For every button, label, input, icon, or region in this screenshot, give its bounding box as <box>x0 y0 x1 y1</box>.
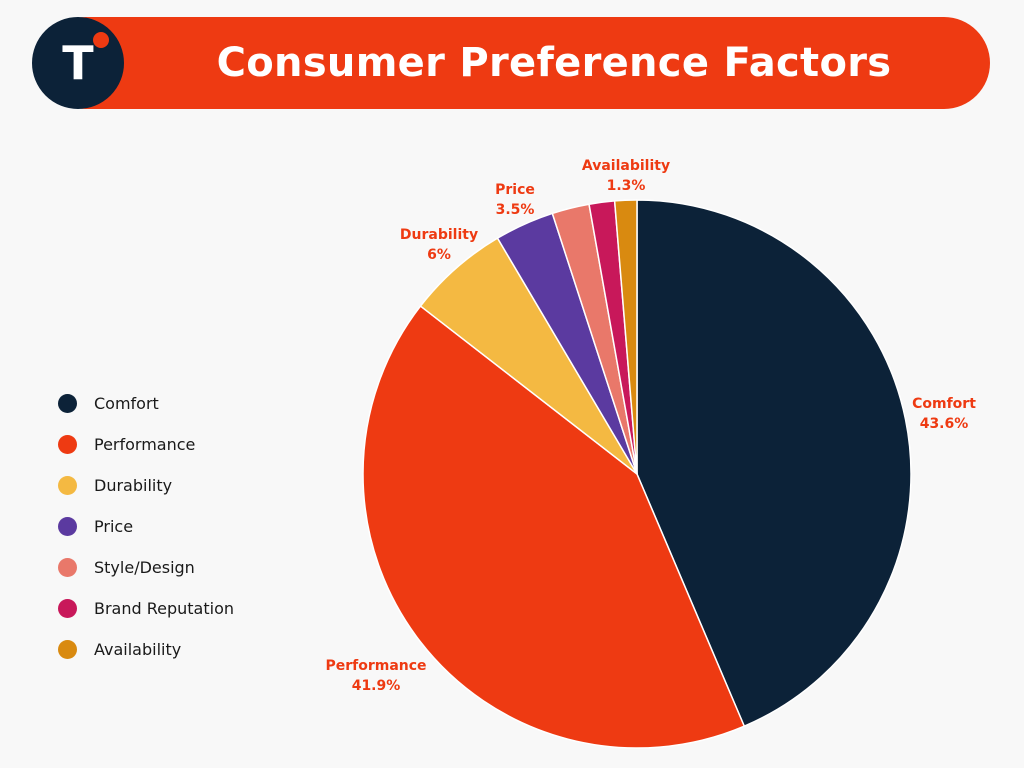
legend-label: Style/Design <box>94 558 195 577</box>
pie-slice-performance <box>362 305 745 749</box>
legend-swatch-icon <box>58 435 77 454</box>
legend-swatch-icon <box>58 640 77 659</box>
chart-legend: Comfort Performance Durability Price Sty… <box>58 383 298 670</box>
slice-label: Price <box>495 182 535 198</box>
title-banner: Consumer Preference Factors <box>40 17 990 109</box>
slice-label: Comfort <box>912 396 976 412</box>
legend-item: Style/Design <box>58 547 298 588</box>
legend-item: Comfort <box>58 383 298 424</box>
legend-swatch-icon <box>58 517 77 536</box>
slice-value-label: 41.9% <box>352 678 401 694</box>
slice-value-label: 43.6% <box>920 416 969 432</box>
legend-label: Comfort <box>94 394 159 413</box>
legend-item: Durability <box>58 465 298 506</box>
legend-swatch-icon <box>58 476 77 495</box>
legend-item: Availability <box>58 629 298 670</box>
legend-swatch-icon <box>58 558 77 577</box>
legend-label: Performance <box>94 435 196 454</box>
legend-label: Availability <box>94 640 182 659</box>
slice-value-label: 1.3% <box>607 178 646 194</box>
pie-slice-availability <box>613 199 638 475</box>
slice-label: Durability <box>400 227 478 243</box>
slice-value-label: 6% <box>427 247 451 263</box>
logo-letter: T <box>62 36 94 90</box>
slice-label: Availability <box>582 158 670 174</box>
legend-item: Price <box>58 506 298 547</box>
legend-swatch-icon <box>58 599 77 618</box>
legend-item: Brand Reputation <box>58 588 298 629</box>
chart-title: Consumer Preference Factors <box>216 40 892 86</box>
legend-item: Performance <box>58 424 298 465</box>
logo-badge: T <box>32 17 124 109</box>
legend-label: Price <box>94 517 134 536</box>
slice-label: Performance <box>325 658 426 674</box>
legend-label: Durability <box>94 476 173 495</box>
pie-slice-comfort <box>636 199 912 727</box>
legend-label: Brand Reputation <box>94 599 235 618</box>
slice-value-label: 3.5% <box>496 202 535 218</box>
legend-swatch-icon <box>58 394 77 413</box>
logo-dot-icon <box>93 32 109 48</box>
